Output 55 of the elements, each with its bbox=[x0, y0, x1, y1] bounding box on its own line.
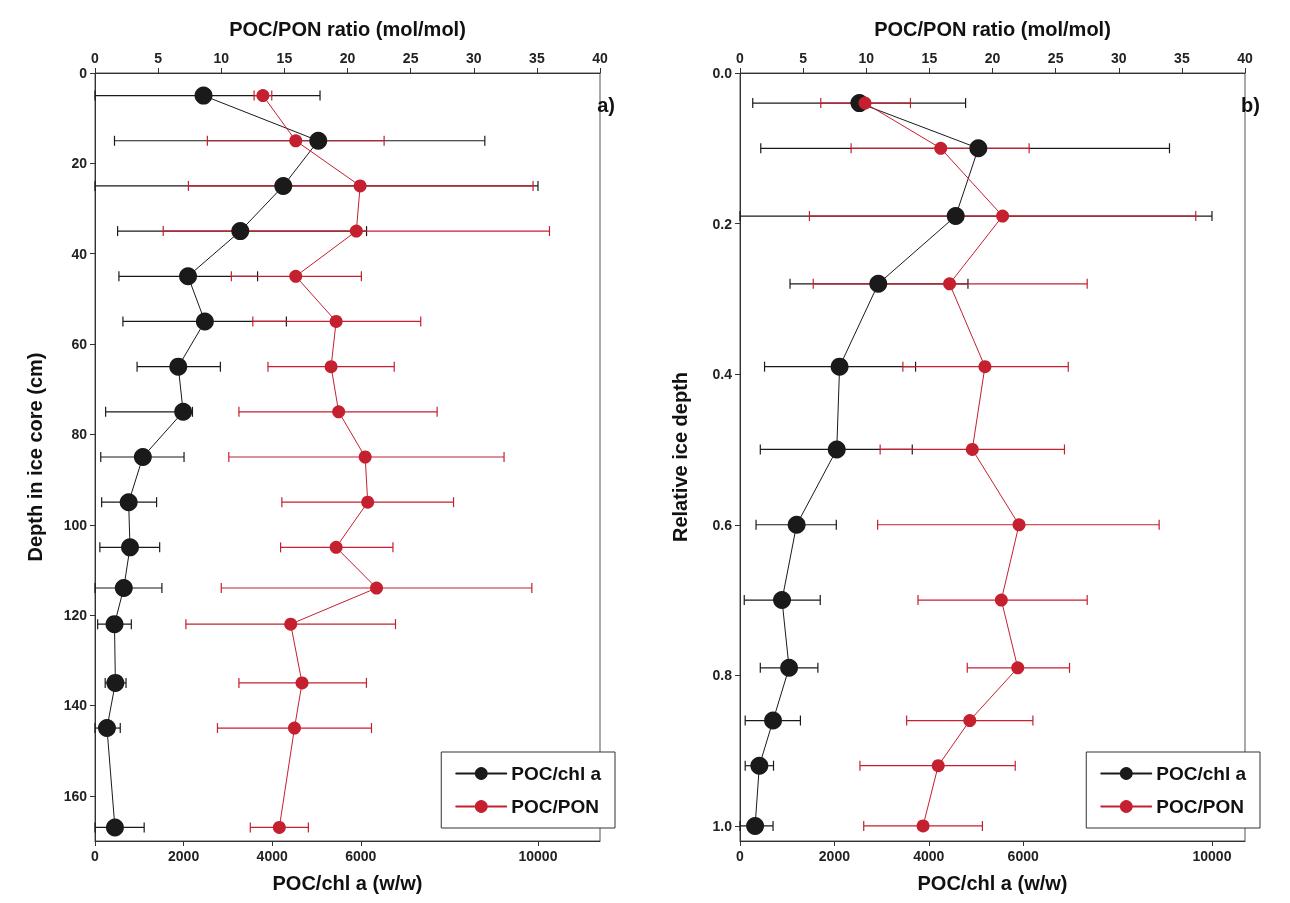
y-tick-label: 120 bbox=[63, 607, 88, 624]
y-tick-label: 0.0 bbox=[712, 65, 733, 81]
x2-tick-label: 5 bbox=[799, 50, 808, 66]
x2-tick-label: 20 bbox=[339, 50, 356, 66]
legend-label: POC/chl a bbox=[1156, 763, 1247, 784]
y-tick-label: 1.0 bbox=[712, 817, 733, 834]
annotation: b) bbox=[1241, 94, 1261, 116]
x2-tick-label: 35 bbox=[529, 50, 545, 66]
y-tick-label: 0.2 bbox=[712, 215, 733, 232]
x2-tick-label: 5 bbox=[154, 50, 163, 66]
y-tick-label: 80 bbox=[71, 426, 88, 443]
x2-tick-label: 30 bbox=[465, 50, 482, 66]
x-tick-label: 10000 bbox=[518, 848, 558, 864]
x-tick-label: 6000 bbox=[1007, 848, 1039, 864]
x-tick-label: 10000 bbox=[1192, 848, 1232, 864]
x-tick-label: 2000 bbox=[818, 848, 851, 864]
y-tick-label: 160 bbox=[63, 787, 88, 804]
x-tick-label: 4000 bbox=[913, 848, 945, 864]
x2-tick-label: 40 bbox=[592, 50, 608, 66]
x2-tick-label: 25 bbox=[1047, 50, 1064, 66]
y-tick-label: 140 bbox=[63, 697, 88, 714]
x2-axis-title: POC/PON ratio (mol/mol) bbox=[229, 18, 466, 40]
x2-tick-label: 40 bbox=[1237, 50, 1253, 66]
y-tick-label: 100 bbox=[63, 516, 88, 533]
x2-tick-label: 15 bbox=[276, 50, 293, 66]
y-axis-title: Relative ice depth bbox=[669, 371, 691, 543]
x-axis-title: POC/chl a (w/w) bbox=[917, 872, 1068, 894]
x2-tick-label: 10 bbox=[213, 50, 230, 66]
y-tick-label: 0.4 bbox=[712, 366, 733, 383]
legend-label: POC/PON bbox=[511, 796, 599, 817]
x-tick-label: 0 bbox=[736, 848, 745, 864]
x-tick-label: 4000 bbox=[256, 848, 288, 864]
x2-tick-label: 15 bbox=[921, 50, 938, 66]
x2-tick-label: 0 bbox=[736, 50, 745, 66]
x-axis-title: POC/chl a (w/w) bbox=[272, 872, 423, 894]
y-tick-label: 0.8 bbox=[712, 667, 733, 684]
y-tick-label: 60 bbox=[71, 336, 88, 353]
x-tick-label: 2000 bbox=[168, 848, 200, 864]
annotation: a) bbox=[597, 94, 616, 116]
x-tick-label: 6000 bbox=[345, 848, 377, 864]
legend-label: POC/PON bbox=[1156, 796, 1244, 817]
x2-tick-label: 35 bbox=[1174, 50, 1190, 66]
x2-tick-label: 30 bbox=[1110, 50, 1127, 66]
y-tick-label: 0.6 bbox=[712, 516, 733, 533]
x2-axis-title: POC/PON ratio (mol/mol) bbox=[874, 18, 1111, 40]
y-tick-label: 0 bbox=[79, 65, 88, 81]
x-tick-label: 0 bbox=[91, 848, 100, 864]
y-axis-title: Depth in ice core (cm) bbox=[24, 352, 46, 562]
y-tick-label: 20 bbox=[71, 155, 88, 172]
x2-tick-label: 0 bbox=[91, 50, 100, 66]
x2-tick-label: 20 bbox=[984, 50, 1001, 66]
x2-tick-label: 10 bbox=[858, 50, 875, 66]
y-tick-label: 40 bbox=[71, 245, 88, 262]
legend-label: POC/chl a bbox=[511, 763, 602, 784]
x2-tick-label: 25 bbox=[402, 50, 419, 66]
